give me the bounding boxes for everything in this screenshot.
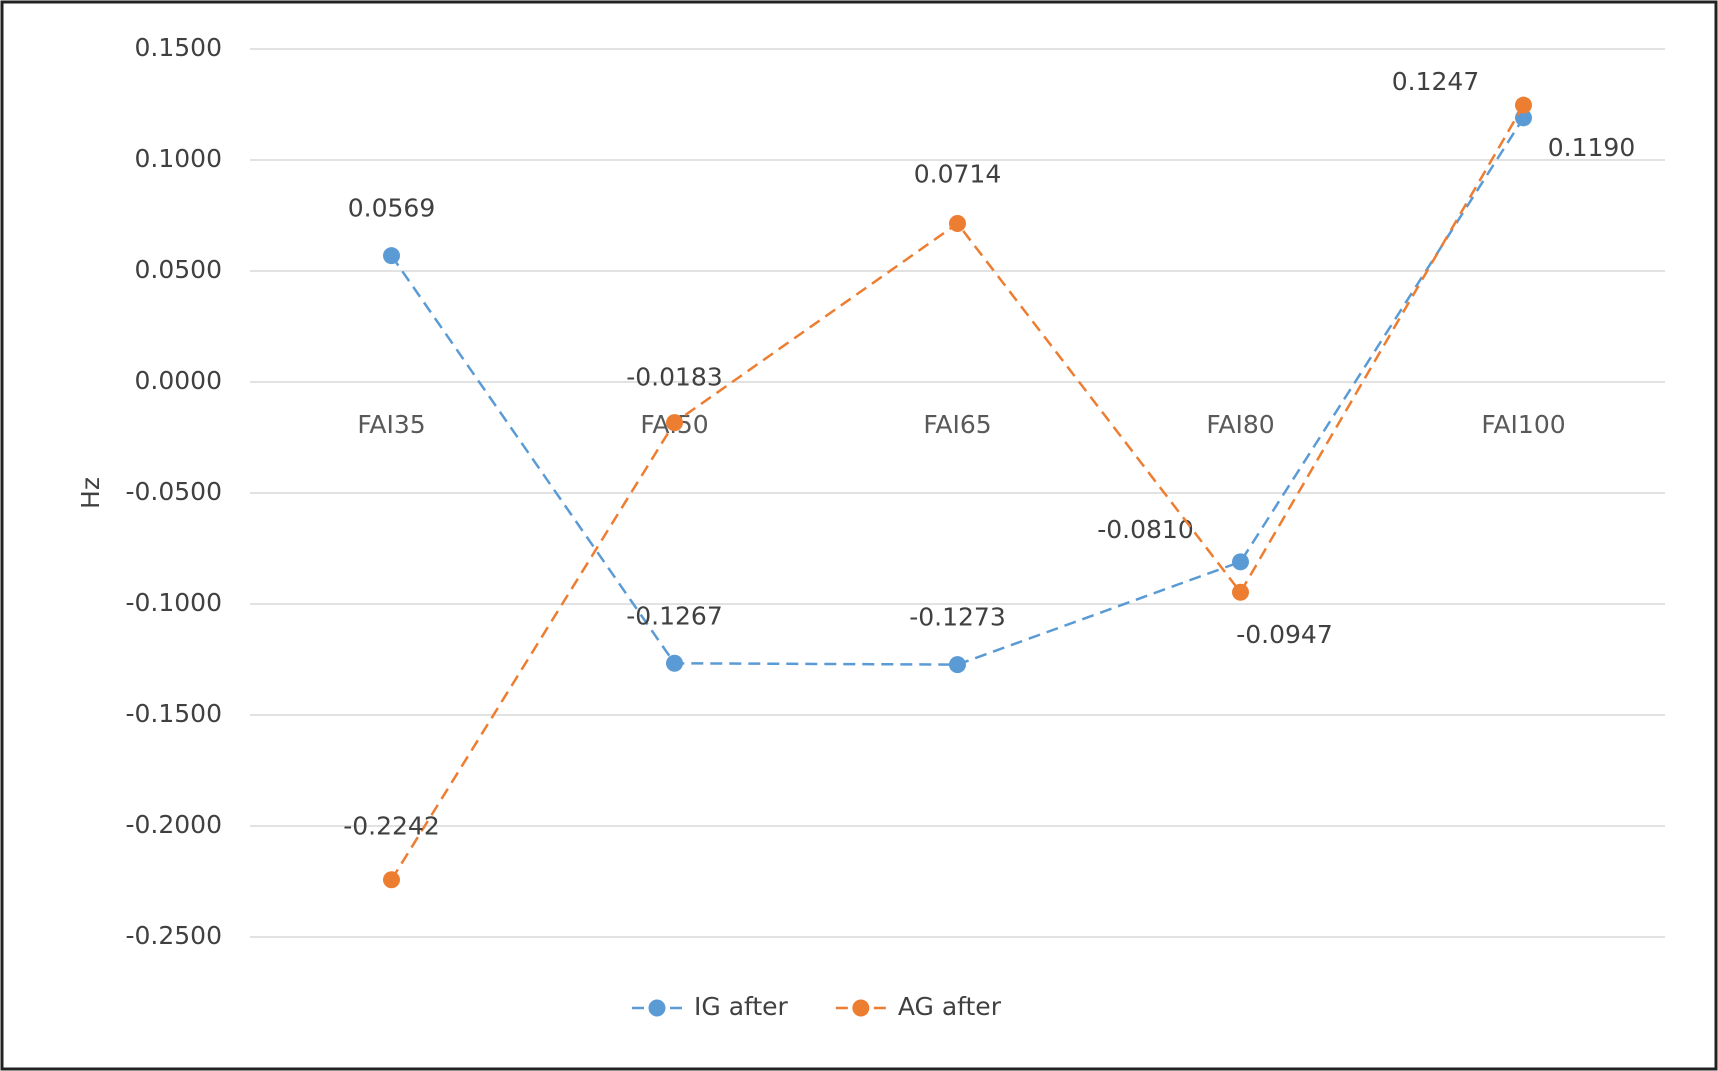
data-label: -0.1267: [626, 601, 723, 630]
y-tick-label: -0.1000: [126, 588, 223, 617]
data-label: -0.2242: [343, 812, 440, 841]
data-label: -0.0183: [626, 363, 723, 392]
y-tick-label: -0.0500: [126, 477, 223, 506]
x-tick-label: FAI65: [923, 410, 991, 439]
data-label: 0.0569: [348, 194, 435, 223]
x-tick-label: FAI100: [1481, 410, 1565, 439]
y-tick-label: 0.1500: [135, 33, 222, 62]
y-tick-label: -0.2500: [126, 921, 223, 950]
y-tick-label: 0.0000: [135, 366, 222, 395]
y-tick-label: 0.0500: [135, 255, 222, 284]
y-tick-label: -0.2000: [126, 810, 223, 839]
data-point: [383, 247, 400, 265]
legend-marker: [648, 999, 666, 1017]
data-point: [949, 656, 966, 674]
data-label: 0.1190: [1548, 133, 1635, 162]
x-tick-label: FAI80: [1206, 410, 1274, 439]
legend-label: IG after: [694, 992, 789, 1021]
x-tick-label: FAI35: [357, 410, 425, 439]
y-axis-label: Hz: [76, 477, 105, 509]
data-label: -0.0810: [1097, 515, 1194, 544]
data-point: [666, 654, 683, 672]
data-label: -0.1273: [909, 603, 1006, 632]
data-label: -0.0947: [1236, 620, 1333, 649]
data-point: [1515, 96, 1532, 114]
data-point: [1232, 583, 1249, 601]
data-point: [949, 214, 966, 232]
legend-marker: [852, 999, 870, 1017]
legend-label: AG after: [898, 992, 1002, 1021]
data-label: 0.0714: [914, 159, 1001, 188]
data-point: [1232, 553, 1249, 571]
data-point: [666, 414, 683, 432]
y-tick-label: 0.1000: [135, 144, 222, 173]
y-tick-label: -0.1500: [126, 699, 223, 728]
data-point: [383, 871, 400, 889]
data-label: 0.1247: [1392, 67, 1479, 96]
